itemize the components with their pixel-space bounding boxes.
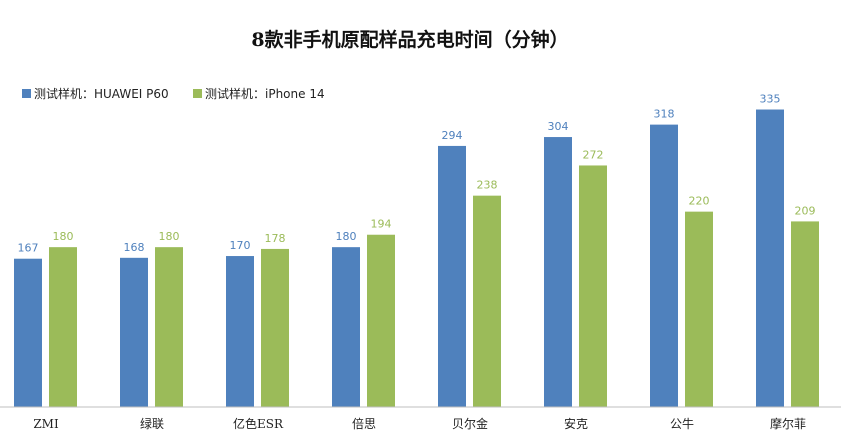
legend-swatch-huawei <box>22 89 31 98</box>
data-label-iphone-3: 194 <box>371 218 392 231</box>
bar-iphone-5 <box>579 165 607 407</box>
legend-label-huawei: 测试样机：HUAWEI P60 <box>34 86 169 101</box>
bar-iphone-1 <box>155 247 183 407</box>
legend-label-iphone: 测试样机：iPhone 14 <box>205 86 325 101</box>
data-label-huawei-4: 294 <box>442 129 463 142</box>
bar-iphone-3 <box>367 234 395 407</box>
data-label-huawei-6: 318 <box>654 108 675 121</box>
bar-iphone-2 <box>261 248 289 407</box>
bar-huawei-6 <box>650 124 678 407</box>
data-label-iphone-1: 180 <box>159 230 180 243</box>
x-tick-label-2: 亿色ESR <box>233 416 284 431</box>
data-label-huawei-7: 335 <box>760 93 781 106</box>
x-tick-label-3: 倍思 <box>352 416 376 431</box>
bar-huawei-1 <box>120 257 148 407</box>
x-tick-label-5: 安克 <box>564 416 588 431</box>
data-label-huawei-0: 167 <box>18 242 39 255</box>
data-label-iphone-4: 238 <box>477 179 498 192</box>
bar-iphone-6 <box>685 211 713 407</box>
bar-huawei-2 <box>226 256 254 407</box>
data-label-huawei-5: 304 <box>548 120 569 133</box>
data-label-iphone-6: 220 <box>689 195 710 208</box>
data-label-iphone-7: 209 <box>795 204 816 217</box>
x-tick-label-4: 贝尔金 <box>452 416 488 431</box>
legend-swatch-iphone <box>193 89 202 98</box>
data-label-iphone-0: 180 <box>53 230 74 243</box>
bar-huawei-0 <box>14 258 42 407</box>
x-tick-label-6: 公牛 <box>670 416 694 431</box>
x-tick-label-1: 绿联 <box>140 416 164 431</box>
x-tick-label-0: ZMI <box>33 417 59 431</box>
data-label-huawei-2: 170 <box>230 239 251 252</box>
bar-iphone-0 <box>49 247 77 407</box>
chart-title: 8款非手机原配样品充电时间（分钟） <box>251 28 568 51</box>
legend-item-huawei: 测试样机：HUAWEI P60 <box>22 86 169 101</box>
data-label-huawei-1: 168 <box>124 241 145 254</box>
data-label-iphone-2: 178 <box>265 232 286 245</box>
plot-area: 167 180 168 180 170 178 180 194 294 238 304 272 318 2… <box>14 93 819 408</box>
bar-iphone-7 <box>791 221 819 407</box>
bar-huawei-7 <box>756 109 784 408</box>
bar-huawei-5 <box>544 137 572 407</box>
bar-iphone-4 <box>473 195 501 407</box>
data-label-huawei-3: 180 <box>336 230 357 243</box>
x-axis: ZMI 绿联 亿色ESR 倍思 贝尔金 安克 公牛 摩尔菲 <box>33 416 806 431</box>
data-label-iphone-5: 272 <box>583 148 604 161</box>
bar-huawei-4 <box>438 145 466 408</box>
x-tick-label-7: 摩尔菲 <box>770 416 806 431</box>
legend-item-iphone: 测试样机：iPhone 14 <box>193 86 325 101</box>
bar-huawei-3 <box>332 247 360 407</box>
legend: 测试样机：HUAWEI P60 测试样机：iPhone 14 <box>22 86 325 101</box>
